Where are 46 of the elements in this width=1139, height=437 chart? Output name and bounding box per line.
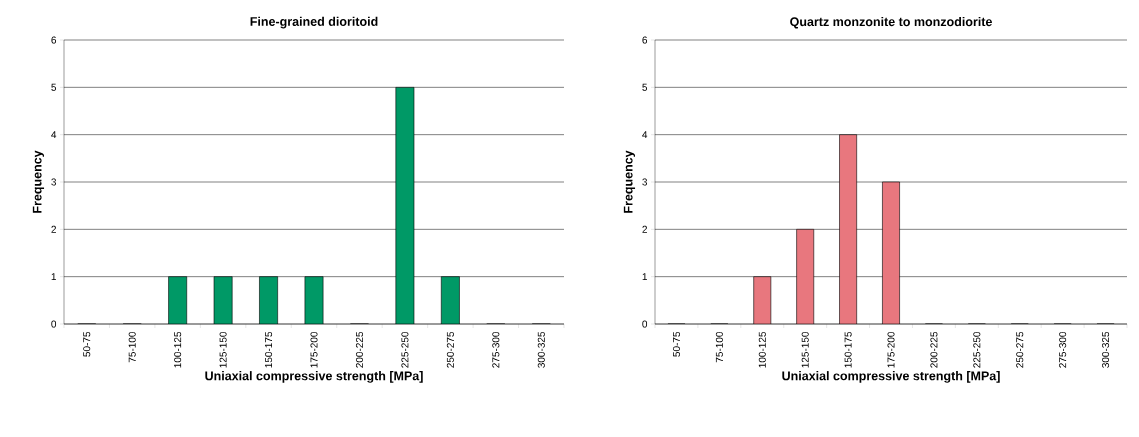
x-tick-label: 50-75 (83, 331, 91, 357)
x-tick-label: 200-225 (355, 331, 363, 368)
bar (796, 229, 815, 324)
y-tick-label: 5 (51, 83, 57, 91)
x-tick-label: 100-125 (758, 331, 766, 368)
x-tick-label: 300-325 (1102, 331, 1110, 368)
y-tick-label: 3 (51, 178, 57, 186)
x-tick-label: 175-200 (310, 331, 318, 368)
x-tick-label: 125-150 (219, 331, 227, 368)
y-tick-label: 2 (51, 225, 56, 233)
x-axis-title: Uniaxial compressive strength [MPa] (205, 371, 423, 383)
x-axis-title: Uniaxial compressive strength [MPa] (782, 371, 1000, 383)
y-tick-label: 6 (642, 36, 648, 44)
x-tick-label: 225-250 (973, 331, 981, 368)
bar (882, 181, 900, 324)
y-axis-title: Frequency (32, 150, 45, 213)
x-tick-label: 225-250 (401, 331, 409, 368)
y-tick-label: 3 (642, 178, 648, 186)
bar (753, 276, 772, 324)
x-tick-label: 300-325 (537, 331, 545, 368)
bar (839, 134, 857, 324)
x-tick-label: 50-75 (672, 331, 680, 357)
x-tick-label: 275-300 (1059, 331, 1067, 368)
y-tick-label: 0 (642, 320, 648, 328)
x-tick-label: 150-175 (844, 331, 852, 368)
x-tick-label: 175-200 (887, 331, 895, 368)
y-tick-label: 6 (51, 36, 57, 44)
x-tick-label: 275-300 (492, 331, 500, 368)
y-tick-label: 4 (51, 131, 57, 139)
y-tick-label: 5 (642, 83, 648, 91)
x-tick-label: 75-100 (128, 331, 136, 363)
x-tick-label: 250-275 (1016, 331, 1024, 368)
chart-title: Fine-grained dioritoid (250, 16, 378, 29)
x-tick-label: 200-225 (930, 331, 938, 368)
x-tick-label: 125-150 (801, 331, 809, 368)
y-tick-label: 0 (51, 320, 57, 328)
x-tick-label: 100-125 (174, 331, 182, 368)
y-tick-label: 2 (642, 225, 647, 233)
y-axis-title: Frequency (623, 150, 636, 213)
chart-title: Quartz monzonite to monzodiorite (790, 16, 992, 29)
x-tick-label: 250-275 (446, 331, 454, 368)
y-tick-label: 4 (642, 131, 648, 139)
y-tick-label: 1 (51, 273, 56, 281)
x-tick-label: 150-175 (265, 331, 273, 368)
x-tick-label: 75-100 (715, 331, 723, 363)
y-tick-label: 1 (642, 273, 647, 281)
